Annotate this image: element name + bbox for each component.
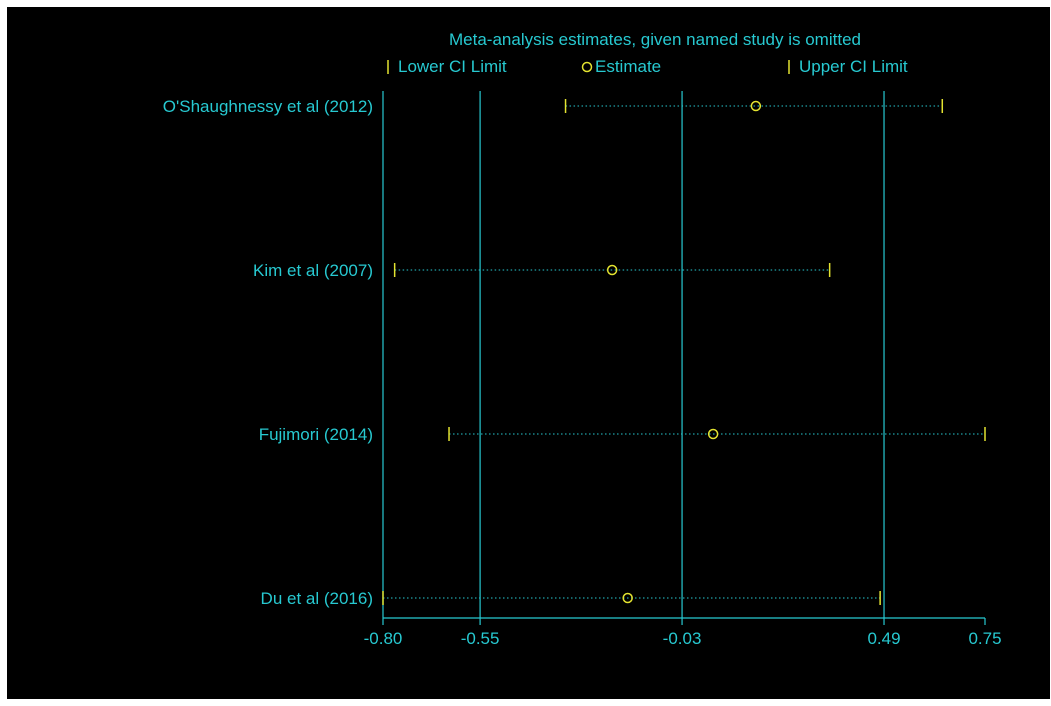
legend-upper-label: Upper CI Limit	[799, 57, 908, 76]
estimate-marker	[750, 100, 762, 112]
x-tick-label: -0.80	[364, 629, 403, 648]
chart-legend: Lower CI Limit Estimate Upper CI Limit	[387, 57, 908, 76]
legend-lower-label: Lower CI Limit	[398, 57, 507, 76]
estimate-marker	[622, 592, 633, 604]
study-label: Du et al (2016)	[261, 589, 373, 608]
plot-area: -0.80 -0.55 -0.03 0.49 0.75 O'Shaughnessy et …	[163, 91, 1002, 648]
x-tick-label: 0.75	[968, 629, 1001, 648]
study-label: O'Shaughnessy et al (2012)	[163, 97, 373, 116]
chart-frame: Meta-analysis estimates, given named stu…	[7, 7, 1050, 699]
forest-plot: Meta-analysis estimates, given named stu…	[163, 30, 1002, 648]
x-tick-label: 0.49	[867, 629, 900, 648]
study-label: Kim et al (2007)	[253, 261, 373, 280]
legend-estimate-marker	[581, 61, 593, 73]
chart-title: Meta-analysis estimates, given named stu…	[449, 30, 861, 49]
estimate-marker	[707, 428, 719, 440]
study-label: Fujimori (2014)	[259, 425, 373, 444]
x-tick-label: -0.55	[461, 629, 500, 648]
legend-estimate-label: Estimate	[595, 57, 661, 76]
estimate-marker	[606, 264, 618, 276]
x-tick-label: -0.03	[663, 629, 702, 648]
